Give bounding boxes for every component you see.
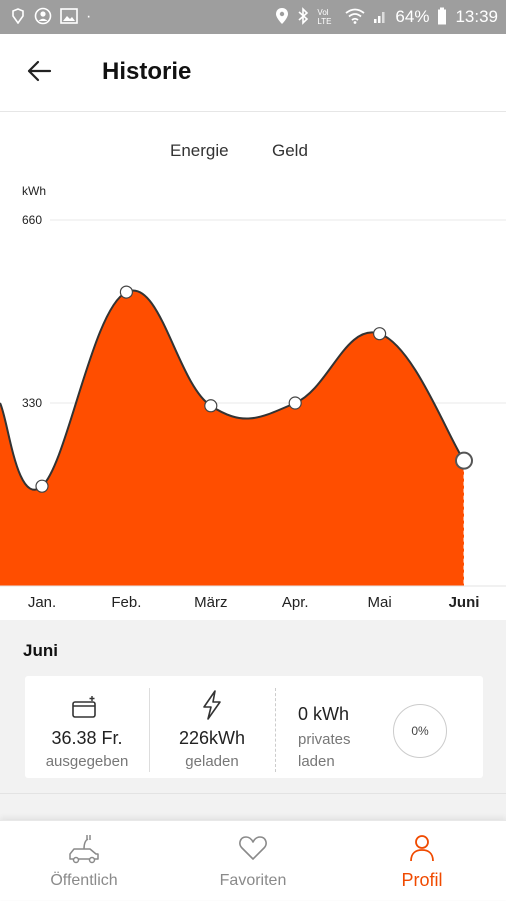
chart-x-tick-label: Juni	[449, 594, 480, 611]
summary-month-title: Juni	[23, 641, 58, 660]
account-circle-icon	[34, 7, 52, 28]
chart-x-tick-label: Feb.	[111, 594, 141, 611]
nav-label-profil: Profil	[401, 870, 443, 890]
nav-label-oeffentlich: Öffentlich	[50, 872, 118, 889]
chart-point	[35, 479, 49, 493]
shield-icon	[10, 7, 26, 27]
arrow-left-icon	[26, 60, 52, 87]
back-button[interactable]	[22, 56, 56, 90]
section-separator	[0, 793, 506, 794]
spent-value: 36.38 Fr.	[51, 728, 123, 748]
stat-divider	[149, 688, 150, 772]
chart-x-tick-label: Mai	[368, 594, 392, 611]
nav-label-favoriten: Favoriten	[219, 872, 287, 889]
chart-point	[455, 451, 473, 470]
toggle-energie[interactable]: Energie	[170, 141, 229, 160]
chart-point	[204, 399, 218, 413]
wifi-icon	[345, 8, 365, 27]
charged-value: 226kWh	[178, 728, 246, 748]
nav-oeffentlich[interactable]: Öffentlich	[0, 821, 168, 901]
nav-profil[interactable]: Profil	[338, 821, 506, 901]
summary-section: Juni 36.38 Fr. ausgegeben 226kWh geladen…	[0, 620, 506, 820]
nav-favoriten[interactable]: Favoriten	[169, 821, 337, 901]
dot-icon: ·	[86, 8, 92, 25]
private-label-2: laden	[298, 753, 335, 770]
chart-x-tick-label: März	[194, 594, 227, 611]
summary-card: 36.38 Fr. ausgegeben 226kWh geladen 0 kW…	[25, 676, 483, 778]
page-title: Historie	[102, 58, 192, 85]
status-right-icons: Vol LTE 64% 13:39	[275, 6, 498, 28]
stat-divider-dashed	[275, 688, 276, 772]
stat-private: 0 kWh privates laden	[298, 676, 398, 778]
chart-point	[288, 396, 302, 410]
private-percent-circle: 0%	[393, 704, 447, 758]
signal-icon	[373, 8, 387, 27]
wallet-icon	[71, 694, 99, 725]
location-pin-icon	[275, 7, 289, 28]
chart-point	[373, 327, 387, 341]
image-icon	[60, 7, 78, 27]
spent-label: ausgegeben	[45, 753, 129, 770]
battery-icon	[437, 7, 447, 28]
private-value: 0 kWh	[298, 704, 350, 724]
chart-y-tick-label: 660	[22, 213, 42, 227]
heart-icon	[169, 833, 337, 867]
battery-percent: 64%	[395, 7, 430, 26]
status-bar: · Vol LTE 64% 13:39	[0, 0, 506, 34]
chart-area	[0, 290, 464, 586]
stat-charged: 226kWh geladen	[149, 676, 275, 778]
status-left-icons: ·	[10, 7, 91, 28]
private-label-1: privates	[298, 731, 351, 748]
toggle-geld[interactable]: Geld	[272, 141, 308, 160]
app-bar: Historie	[0, 34, 506, 112]
bluetooth-icon	[297, 6, 309, 28]
chart-unit-label: kWh	[22, 184, 46, 198]
chart-x-tick-label: Jan.	[28, 594, 56, 611]
car-charging-icon	[0, 833, 168, 867]
bottom-nav: Öffentlich Favoriten Profil	[0, 820, 506, 900]
volte-icon: Vol LTE	[317, 8, 332, 26]
chart-x-tick-label: Apr.	[282, 594, 309, 611]
clock-time: 13:39	[455, 7, 498, 26]
lightning-icon	[201, 690, 223, 725]
person-icon	[338, 833, 506, 867]
charged-label: geladen	[185, 753, 239, 770]
chart-y-tick-label: 330	[22, 396, 42, 410]
stat-spent: 36.38 Fr. ausgegeben	[25, 676, 149, 778]
chart-point	[119, 285, 134, 299]
